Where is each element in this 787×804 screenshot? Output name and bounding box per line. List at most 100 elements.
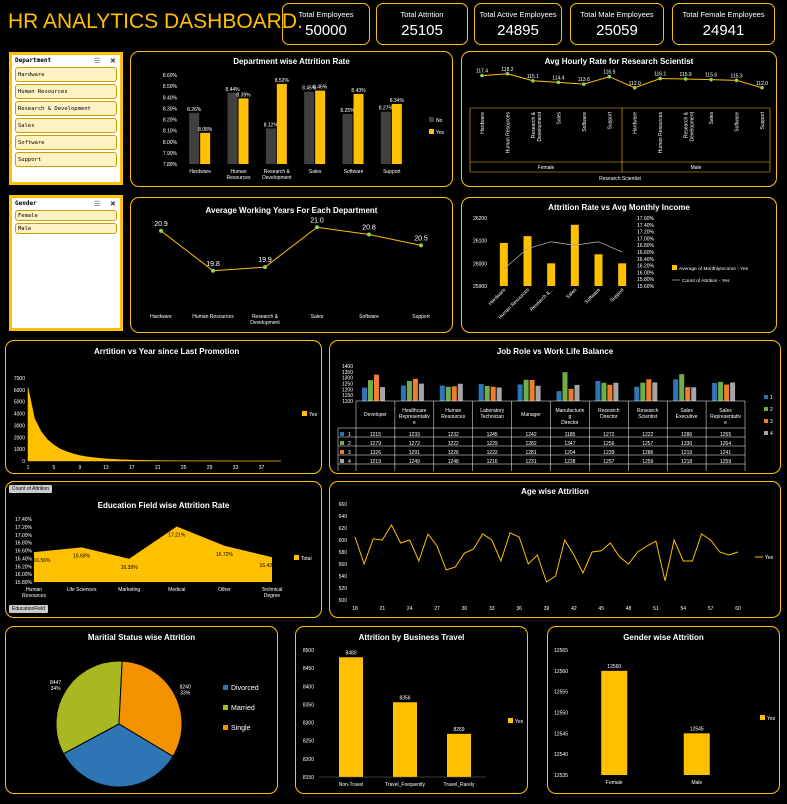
dept-attrition-panel: Department wise Attrition Rate 7.80% 7.90… <box>130 51 453 187</box>
category-label: Sales Representativ e <box>710 408 741 426</box>
bar-yes <box>353 93 364 164</box>
table-cell: 1215 <box>370 432 381 438</box>
chart-svg: 7.80% 7.90% 8.00% 8.10% 8.20% 8.30% 8.40% 8.50%… <box>163 73 445 181</box>
bar-wlb-4 <box>496 387 502 401</box>
y-tick-label: 8.40% <box>163 95 178 101</box>
x-tick-label: Medical <box>168 587 185 593</box>
legend-label: 2 <box>770 407 773 413</box>
slicer-item-support[interactable]: Support <box>15 152 117 167</box>
table-cell: 1222 <box>642 432 653 438</box>
y-tick-label: 8250 <box>303 739 314 745</box>
legend-swatch <box>302 411 307 416</box>
slicer-item-human-resources[interactable]: Human Resources <box>15 84 117 99</box>
y-tick-label: 520 <box>339 586 348 592</box>
count-attrition-field-button[interactable]: Count of Attrition <box>9 485 52 493</box>
data-label: 115.9 <box>680 72 692 78</box>
multi-select-icon[interactable]: ☰ <box>94 58 101 65</box>
data-label: 19.8 <box>206 261 220 268</box>
chart-title: Attrition by Business Travel <box>358 633 465 642</box>
x-tick-label: 30 <box>462 606 468 612</box>
x-tick-label: 21 <box>380 606 386 612</box>
y-tick-label: 8.30% <box>163 106 178 112</box>
y2-tick-label: 17.20% <box>637 230 655 236</box>
y-tick-label: 8.00% <box>163 140 178 146</box>
legend-label: Count of Attrition - Yes <box>682 278 730 284</box>
bar-wlb-1 <box>595 380 601 401</box>
legend-label: Yes <box>767 716 776 722</box>
bar-wlb-3 <box>374 374 379 401</box>
x-tick-label: Hardware <box>480 112 486 134</box>
chart-title: Arrtition vs Year since Last Promotion <box>94 347 240 356</box>
y-tick-label: 7000 <box>14 376 25 382</box>
y-tick-label: 8.10% <box>163 129 178 135</box>
bar-yes <box>391 103 402 164</box>
y-tick-label: 540 <box>339 574 348 580</box>
y-tick-label: 12565 <box>554 648 568 654</box>
x-tick-label: Marketing <box>118 587 140 593</box>
line-point <box>159 228 163 233</box>
legend-swatch <box>764 395 768 399</box>
x-tick-label: Other <box>218 587 231 593</box>
x-tick-label: 54 <box>681 606 687 612</box>
bar-monthly-income <box>523 236 532 286</box>
bar-wlb-1 <box>712 382 718 401</box>
education-field-button[interactable]: EducationField <box>9 605 49 613</box>
x-tick-label: Sales <box>311 314 324 320</box>
bar-wlb-3 <box>568 388 574 401</box>
clear-filter-icon[interactable]: ✖ <box>110 58 116 65</box>
x-tick-label: Human Resources <box>192 314 234 320</box>
y2-tick-label: 15.80% <box>637 277 655 283</box>
slicer-item-sales[interactable]: Sales <box>15 118 117 133</box>
table-cell: 1286 <box>681 432 692 438</box>
category-label: Developer <box>364 412 387 418</box>
table-cell: 1249 <box>409 459 420 465</box>
y-tick-label: 1100 <box>342 399 353 405</box>
line-point <box>709 77 713 82</box>
y2-tick-label: 15.60% <box>637 284 655 290</box>
data-label: 17.21% <box>168 532 186 538</box>
department-slicer[interactable]: Department ☰ ✖ Hardware Human Resources … <box>9 52 123 185</box>
bar-monthly-income <box>547 263 556 286</box>
legend-swatch <box>340 432 344 436</box>
table-row-label: 4 <box>348 459 351 465</box>
slicer-item-male[interactable]: Male <box>15 223 117 234</box>
bar-monthly-income <box>570 224 579 286</box>
x-tick-label: 5 <box>53 465 56 471</box>
y-tick-label: 2000 <box>14 435 25 441</box>
multi-select-icon[interactable]: ☰ <box>94 201 101 208</box>
bar-wlb-4 <box>418 383 424 401</box>
chart-title: Age wise Attrition <box>521 487 589 496</box>
y2-tick-label: 17.60% <box>637 216 655 222</box>
table-cell: 1242 <box>525 432 536 438</box>
bar-wlb-3 <box>685 387 691 401</box>
slicer-item-hardware[interactable]: Hardware <box>15 67 117 82</box>
bar-wlb-3 <box>529 379 535 401</box>
y2-tick-label: 16.80% <box>637 243 655 249</box>
data-label: 118.2 <box>501 67 513 73</box>
data-label: 16.72% <box>216 552 234 558</box>
slicer-item-research-development[interactable]: Research & Development <box>15 101 117 116</box>
chart-svg: 12535 12540 12545 12550 12555 12560 12565 12560… <box>554 648 776 786</box>
x-tick-label: 36 <box>516 606 522 612</box>
x-tick-label: Hardware <box>633 112 639 134</box>
bar-wlb-3 <box>724 384 730 401</box>
kpi-total-male: Total Male Employees 25059 <box>570 3 664 45</box>
data-label: 117.4 <box>476 69 488 75</box>
bar-wlb-2 <box>523 379 529 401</box>
age-panel: Age wise Attrition 500 520 540 560 580 600 620… <box>329 481 781 618</box>
legend-label: 3 <box>770 419 773 425</box>
slicer-item-software[interactable]: Software <box>15 135 117 150</box>
y-tick-label: 17.40% <box>15 517 33 523</box>
slicer-item-female[interactable]: Female <box>15 210 117 221</box>
x-tick-label: Research &Development <box>684 111 696 141</box>
chart-title: Maritial Status wise Attrition <box>87 633 196 642</box>
gender-slicer[interactable]: Gender ☰ ✖ Female Male <box>9 195 123 331</box>
x-tick-label: 37 <box>259 465 265 471</box>
line-point <box>734 78 739 83</box>
bar-wlb-4 <box>730 382 736 401</box>
data-label: 8.27% <box>379 106 394 112</box>
clear-filter-icon[interactable]: ✖ <box>110 201 116 208</box>
x-tick-label: Travel_Frequently <box>385 782 426 788</box>
x-tick-label: Sales <box>309 169 322 175</box>
category-label: Research Director <box>598 408 620 420</box>
